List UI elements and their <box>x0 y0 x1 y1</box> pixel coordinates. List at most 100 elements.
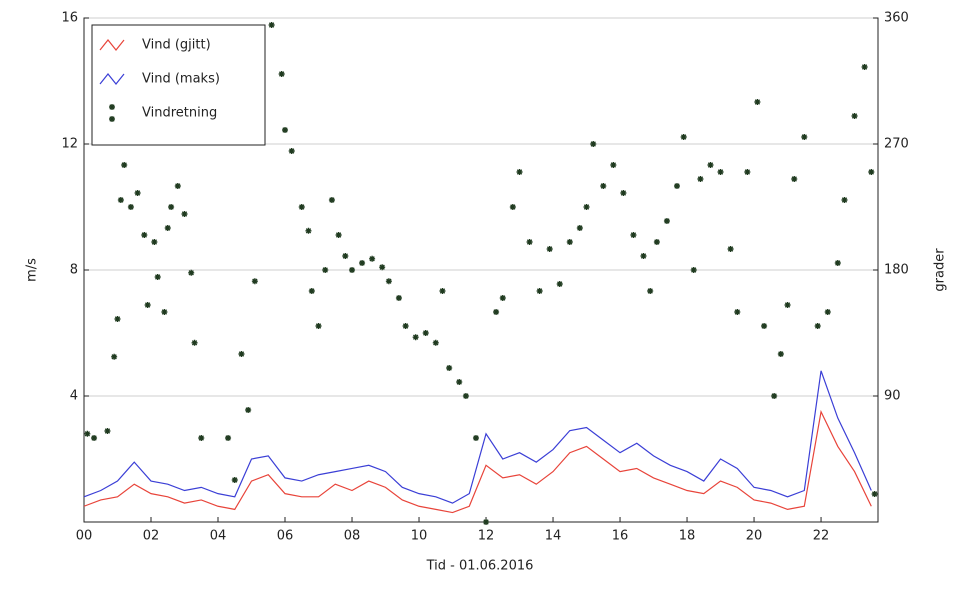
point <box>191 339 198 346</box>
y2-tick-label: 90 <box>884 389 901 404</box>
x-tick-label: 08 <box>344 529 361 544</box>
point <box>868 169 875 175</box>
point <box>801 134 808 140</box>
legend: Vind (gjitt) Vind (maks) Vindretning <box>91 24 266 146</box>
point <box>322 267 329 273</box>
point <box>174 183 181 189</box>
point <box>717 169 724 175</box>
x-tick-label: 16 <box>612 529 629 544</box>
point <box>268 22 275 28</box>
point <box>117 197 124 203</box>
point <box>841 197 848 203</box>
point <box>385 278 392 285</box>
point <box>111 353 118 360</box>
point <box>526 239 533 245</box>
x-tick-label: 10 <box>411 529 428 544</box>
x-tick-label: 00 <box>76 529 93 544</box>
point <box>777 351 784 357</box>
point <box>91 435 98 441</box>
point <box>359 260 366 266</box>
marks <box>83 22 878 525</box>
point <box>610 162 617 168</box>
point <box>697 176 704 182</box>
point <box>734 309 741 315</box>
x-tick-label: 06 <box>277 529 294 544</box>
line <box>83 370 872 504</box>
point <box>861 64 868 70</box>
point <box>761 323 768 329</box>
point <box>349 267 356 273</box>
y2-tick-label: 270 <box>884 137 909 152</box>
point <box>282 127 289 133</box>
point <box>546 246 553 252</box>
point <box>134 190 141 196</box>
x-axis-label: Tid - 01.06.2016 <box>426 559 534 574</box>
y-tick-label: 16 <box>61 11 78 26</box>
point <box>198 435 205 441</box>
point <box>647 288 654 294</box>
point <box>690 267 697 273</box>
legend-box <box>91 24 266 146</box>
point <box>168 204 175 210</box>
point <box>456 379 463 385</box>
point <box>245 407 252 413</box>
y2-tick-label: 180 <box>884 263 909 278</box>
legend-swatch <box>99 39 125 51</box>
point <box>328 197 335 203</box>
point <box>771 393 778 399</box>
point <box>663 218 670 224</box>
x-tick-label: 18 <box>679 529 696 544</box>
y-tick-label: 4 <box>70 389 78 404</box>
legend-swatch <box>99 73 125 85</box>
point <box>509 204 516 210</box>
point <box>566 239 573 245</box>
point <box>446 365 453 371</box>
point <box>288 148 295 154</box>
point <box>164 225 171 231</box>
point <box>814 323 821 329</box>
y-axis-label: m/s <box>25 258 40 282</box>
point <box>516 169 523 175</box>
point <box>225 435 232 441</box>
point <box>707 162 714 168</box>
x-tick-label: 04 <box>210 529 227 544</box>
x-tick-label: 20 <box>746 529 763 544</box>
point <box>744 169 751 175</box>
x-tick-label: 02 <box>143 529 160 544</box>
point <box>824 309 831 315</box>
point <box>556 281 563 287</box>
point <box>754 99 761 105</box>
legend-label: Vind (gjitt) <box>142 38 211 53</box>
point <box>462 393 469 399</box>
point <box>439 288 446 294</box>
point <box>727 246 734 252</box>
point <box>154 274 161 280</box>
point <box>412 334 419 341</box>
point <box>114 316 121 322</box>
point <box>161 309 168 315</box>
legend-label: Vind (maks) <box>142 72 220 87</box>
point <box>630 232 637 238</box>
point <box>298 204 305 210</box>
x-tick-label: 22 <box>813 529 830 544</box>
point <box>151 239 158 245</box>
point <box>536 288 543 294</box>
point <box>583 204 590 210</box>
point <box>305 227 312 234</box>
line <box>83 409 872 514</box>
point <box>395 295 402 301</box>
y-tick-label: 12 <box>61 137 78 152</box>
point <box>104 428 111 434</box>
point <box>127 204 134 210</box>
legend-swatch <box>109 104 115 122</box>
point <box>493 309 500 315</box>
point <box>834 260 841 266</box>
point <box>335 232 342 238</box>
point <box>590 141 597 147</box>
x-tick-label: 14 <box>545 529 562 544</box>
point <box>499 295 506 301</box>
point <box>784 302 791 308</box>
point <box>181 211 188 217</box>
point <box>791 176 798 182</box>
x-tick-label: 12 <box>478 529 495 544</box>
